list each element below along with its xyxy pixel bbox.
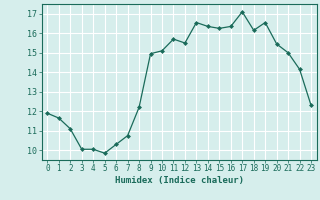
- X-axis label: Humidex (Indice chaleur): Humidex (Indice chaleur): [115, 176, 244, 185]
